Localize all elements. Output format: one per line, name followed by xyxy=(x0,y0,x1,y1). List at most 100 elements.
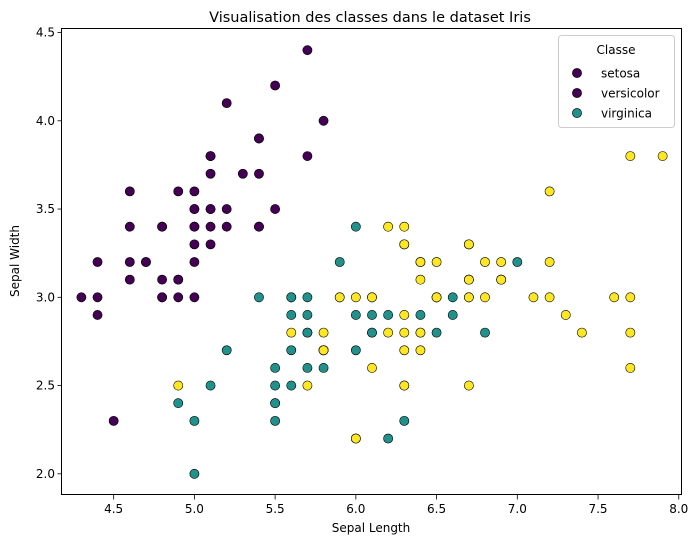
data-point xyxy=(286,380,297,391)
data-point xyxy=(270,380,281,391)
legend-title: Classe xyxy=(597,43,636,57)
data-point xyxy=(480,327,490,338)
data-point xyxy=(221,98,232,109)
data-point xyxy=(189,257,200,267)
data-point xyxy=(350,310,361,320)
legend: Classe setosa versicolor virginica xyxy=(558,35,675,128)
data-point xyxy=(447,292,458,303)
data-point xyxy=(350,292,361,303)
data-point xyxy=(334,292,345,303)
data-point xyxy=(221,204,232,214)
legend-marker xyxy=(572,108,582,118)
data-point xyxy=(76,292,87,303)
data-point xyxy=(350,433,361,444)
data-point xyxy=(270,80,281,91)
data-point xyxy=(92,310,103,320)
data-point xyxy=(270,363,281,373)
data-point xyxy=(463,274,474,285)
data-point xyxy=(173,398,184,409)
data-point xyxy=(221,221,232,232)
data-point xyxy=(463,292,474,303)
data-point xyxy=(173,186,184,197)
y-axis: 2.0 2.5 3.0 3.5 4.0 4.5 xyxy=(36,26,62,481)
data-point xyxy=(496,274,507,285)
data-point xyxy=(383,327,394,338)
x-tick-label: 4.5 xyxy=(104,502,123,516)
data-point xyxy=(415,274,426,285)
y-tick-label: 3.5 xyxy=(36,202,55,216)
data-point xyxy=(350,221,361,232)
data-point xyxy=(463,380,474,391)
data-point xyxy=(318,115,329,126)
data-point xyxy=(221,345,232,356)
data-point xyxy=(334,257,345,267)
data-point xyxy=(205,151,216,161)
chart-title: Visualisation des classes dans le datase… xyxy=(209,10,531,26)
data-point xyxy=(173,274,184,285)
data-point xyxy=(124,186,135,197)
data-point xyxy=(480,257,490,267)
data-point xyxy=(302,310,313,320)
data-point xyxy=(270,398,281,409)
data-point xyxy=(367,292,377,303)
data-point xyxy=(286,327,297,338)
data-point xyxy=(399,221,410,232)
data-point xyxy=(399,327,410,338)
data-point xyxy=(415,345,426,356)
data-point xyxy=(254,292,264,303)
x-tick-label: 6.5 xyxy=(427,502,446,516)
data-point xyxy=(625,363,636,373)
data-point xyxy=(609,292,620,303)
data-point xyxy=(189,415,200,426)
data-point xyxy=(254,168,264,179)
data-point xyxy=(205,168,216,179)
data-point xyxy=(318,327,329,338)
data-point xyxy=(463,239,474,250)
data-point xyxy=(415,310,426,320)
data-point xyxy=(350,345,361,356)
data-point xyxy=(205,239,216,250)
data-point xyxy=(157,292,167,303)
data-point xyxy=(431,257,442,267)
data-point xyxy=(399,415,410,426)
x-tick-label: 7.5 xyxy=(588,502,607,516)
data-point xyxy=(544,257,555,267)
data-point xyxy=(286,345,297,356)
data-point xyxy=(415,257,426,267)
data-point xyxy=(302,45,313,56)
data-point xyxy=(141,257,151,267)
x-tick-label: 8.0 xyxy=(669,502,688,516)
y-axis-title: Sepal Width xyxy=(8,225,22,297)
legend-marker xyxy=(572,88,582,98)
data-point xyxy=(544,292,555,303)
x-axis-title: Sepal Length xyxy=(332,521,411,535)
data-point xyxy=(124,221,135,232)
data-point xyxy=(157,221,167,232)
data-point xyxy=(528,292,539,303)
legend-label: versicolor xyxy=(601,87,660,101)
data-point xyxy=(254,133,264,144)
data-point xyxy=(270,415,281,426)
y-tick-label: 4.0 xyxy=(36,114,55,128)
y-tick-label: 3.0 xyxy=(36,290,55,304)
data-point xyxy=(544,186,555,197)
legend-marker xyxy=(572,68,582,78)
y-tick-label: 2.5 xyxy=(36,379,55,393)
data-point xyxy=(447,310,458,320)
data-point xyxy=(318,345,329,356)
x-axis: 4.5 5.0 5.5 6.0 6.5 7.0 7.5 8.0 xyxy=(104,495,688,516)
data-point xyxy=(270,204,281,214)
data-point xyxy=(383,221,394,232)
data-point xyxy=(302,363,313,373)
data-point xyxy=(367,363,377,373)
data-point xyxy=(157,274,167,285)
data-point xyxy=(173,380,184,391)
legend-label: setosa xyxy=(601,67,640,81)
data-point xyxy=(399,310,410,320)
data-point xyxy=(383,433,394,444)
data-point xyxy=(560,310,571,320)
data-point xyxy=(625,327,636,338)
data-point xyxy=(367,310,377,320)
data-points xyxy=(76,45,668,479)
